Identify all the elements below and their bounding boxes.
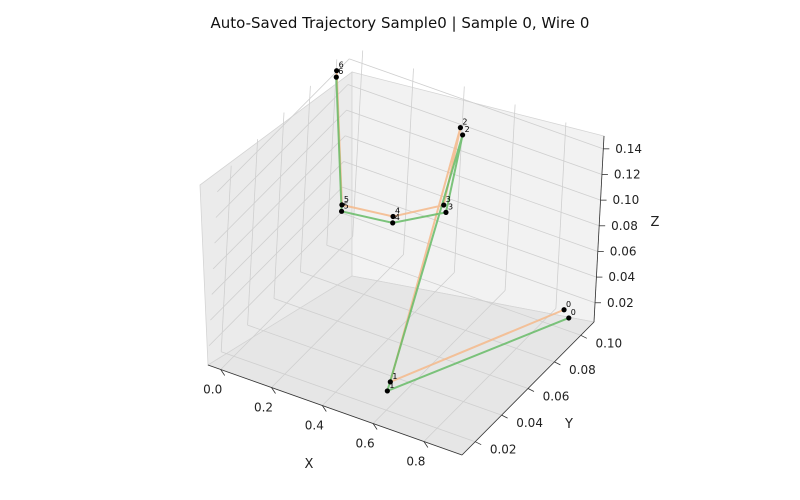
grid-line bbox=[217, 58, 350, 193]
grid-line bbox=[208, 212, 342, 347]
grid-line bbox=[210, 186, 343, 321]
y-tick bbox=[580, 334, 587, 339]
grid-line bbox=[345, 135, 600, 227]
z-tick-label: 0.10 bbox=[613, 193, 640, 207]
trajectory-point bbox=[339, 202, 345, 208]
y-tick bbox=[527, 388, 535, 392]
y-tick bbox=[554, 361, 561, 366]
grid-line bbox=[273, 112, 285, 299]
x-tick-label: 0.2 bbox=[254, 401, 273, 415]
grid-line bbox=[349, 58, 604, 150]
point-label: 3 bbox=[448, 202, 453, 211]
grid-line bbox=[214, 109, 347, 244]
point-label: 6 bbox=[338, 67, 343, 76]
trajectory-point bbox=[441, 202, 447, 208]
z-axis-label: Z bbox=[651, 215, 660, 230]
x-tick-label: 0.6 bbox=[356, 437, 375, 451]
y-tick bbox=[475, 441, 482, 446]
point-label: 5 bbox=[344, 201, 349, 210]
z-tick-label: 0.06 bbox=[610, 244, 637, 258]
z-tick-label: 0.14 bbox=[615, 142, 642, 156]
x-tick bbox=[321, 405, 327, 412]
grid-line bbox=[340, 212, 596, 304]
trajectory-point bbox=[384, 388, 390, 394]
point-label: 2 bbox=[462, 118, 467, 127]
point-label: 4 bbox=[395, 213, 400, 222]
point-label: 0 bbox=[571, 308, 576, 317]
trajectory-point bbox=[333, 74, 339, 80]
point-label: 2 bbox=[465, 125, 470, 134]
x-axis-label: X bbox=[305, 457, 314, 472]
grid-line bbox=[403, 68, 414, 255]
point-label: 4 bbox=[395, 206, 400, 215]
chart-title: Auto-Saved Trajectory Sample0 | Sample 0… bbox=[211, 14, 590, 32]
trajectory-point bbox=[443, 209, 449, 215]
y-axis-label: Y bbox=[564, 417, 573, 432]
x-tick bbox=[271, 387, 276, 394]
grid-line bbox=[352, 50, 364, 237]
trajectory-point bbox=[334, 68, 340, 74]
grid-line bbox=[504, 104, 516, 291]
x-tick-label: 0.4 bbox=[305, 419, 324, 433]
grid-line bbox=[211, 161, 345, 295]
trajectory-point bbox=[460, 132, 466, 138]
y-tick-label: 0.10 bbox=[595, 336, 622, 350]
z-axis-line bbox=[593, 135, 605, 323]
grid-line bbox=[343, 161, 598, 252]
trajectory-point bbox=[457, 125, 464, 131]
trajectory-point bbox=[338, 208, 345, 214]
y-tick-label: 0.02 bbox=[490, 443, 517, 457]
grid-line bbox=[300, 85, 311, 272]
x-axis-line bbox=[207, 364, 463, 456]
grid-line bbox=[555, 122, 567, 309]
x-tick bbox=[423, 441, 429, 448]
grid-line bbox=[342, 186, 597, 278]
z-tick-label: 0.08 bbox=[611, 219, 638, 233]
grid-line bbox=[221, 351, 476, 443]
point-label: 3 bbox=[446, 195, 451, 204]
grid-line bbox=[453, 86, 465, 273]
trajectory-point bbox=[387, 379, 393, 385]
y-tick-label: 0.04 bbox=[516, 416, 543, 430]
x-tick-label: 0.0 bbox=[203, 383, 222, 397]
axis-ticks: 0.00.20.40.60.80.020.040.060.080.100.020… bbox=[203, 142, 642, 469]
grid-line bbox=[212, 135, 346, 270]
trajectory-point bbox=[390, 213, 396, 220]
z-tick-label: 0.02 bbox=[607, 296, 634, 310]
trajectory-point bbox=[390, 220, 396, 226]
grid-line bbox=[300, 271, 555, 363]
y-tick bbox=[501, 414, 508, 419]
series: 0 1 2 3 4 5 6 0 1 2 3 4 5 6 bbox=[333, 61, 576, 394]
y-tick-label: 0.06 bbox=[543, 390, 570, 404]
trajectory-point bbox=[561, 307, 567, 313]
x-tick bbox=[372, 423, 378, 430]
point-label: 5 bbox=[344, 195, 349, 204]
z-tick-label: 0.12 bbox=[614, 167, 641, 181]
grid-line bbox=[247, 324, 502, 416]
y-tick-label: 0.08 bbox=[569, 363, 596, 377]
grid-line bbox=[215, 84, 349, 218]
point-label: 1 bbox=[392, 372, 397, 381]
grid-lines bbox=[208, 50, 604, 443]
grid-line bbox=[346, 109, 601, 201]
grid-line bbox=[247, 139, 258, 326]
grid-line bbox=[326, 59, 338, 246]
point-label: 6 bbox=[339, 61, 344, 70]
x-tick bbox=[220, 369, 226, 376]
x-tick-label: 0.8 bbox=[406, 455, 425, 469]
grid-line bbox=[220, 165, 232, 352]
point-label: 0 bbox=[566, 300, 571, 309]
trajectory-point bbox=[566, 315, 572, 321]
point-label: 1 bbox=[389, 381, 394, 390]
z-tick-label: 0.04 bbox=[608, 270, 635, 284]
grid-line bbox=[347, 84, 603, 175]
